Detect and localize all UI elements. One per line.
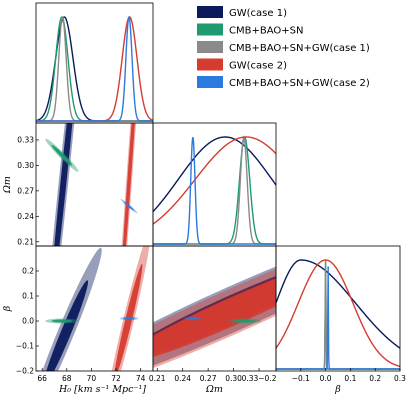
x-tick-label: 70 xyxy=(87,374,97,383)
x-tick-label: 66 xyxy=(37,374,47,383)
y-tick-label: 0.27 xyxy=(17,186,34,195)
marginal-curve-beta xyxy=(276,259,400,370)
marginal-curve-Om xyxy=(153,136,276,245)
x-tick-label: 72 xyxy=(111,374,121,383)
x-tick-label: 0.33−0.2 xyxy=(242,374,277,383)
contour-1sigma xyxy=(187,317,199,320)
marginal-curve-beta xyxy=(276,259,400,349)
x-axis-label-h0: H₀ [km s⁻¹ Mpc⁻¹] xyxy=(58,384,146,395)
contour-1sigma xyxy=(54,123,73,246)
legend-label: GW(case 1) xyxy=(229,8,287,19)
x-tick-label: 68 xyxy=(62,374,72,383)
legend-label: CMB+BAO+SN xyxy=(229,26,303,37)
contour-1sigma xyxy=(51,319,73,323)
panel-frame xyxy=(152,245,277,372)
legend-label: CMB+BAO+SN+GW(case 2) xyxy=(229,78,370,89)
marginal-beta xyxy=(276,259,400,370)
marginal-curve-beta xyxy=(276,266,400,370)
x-axis-label-om: Ωm xyxy=(205,384,223,395)
y-tick-label: −0.1 xyxy=(16,342,34,351)
marginal-curve-Om xyxy=(153,136,276,245)
x-tick-label: 0.2 xyxy=(369,374,381,383)
legend-label: CMB+BAO+SN+GW(case 1) xyxy=(229,43,370,54)
x-tick-label: 0.21 xyxy=(149,374,166,383)
y-tick-label: 0.0 xyxy=(22,317,34,326)
y-tick-label: 0.1 xyxy=(22,292,34,301)
marginal-curve-Om xyxy=(153,136,276,225)
y-tick-label: 0.2 xyxy=(22,267,34,276)
legend-swatch xyxy=(197,23,223,36)
x-tick-label: 0.27 xyxy=(200,374,217,383)
marginal-curve-H0 xyxy=(36,15,153,122)
contour-panel-H0_beta xyxy=(42,246,150,371)
y-axis-label-om: Ωm xyxy=(2,176,13,194)
contour-2sigma xyxy=(121,123,137,246)
contour-1sigma xyxy=(123,317,135,320)
contour-1sigma xyxy=(123,201,135,211)
legend-label: GW(case 2) xyxy=(229,61,287,72)
marginal-curve-Om xyxy=(153,135,276,245)
marginal-curve-beta xyxy=(276,259,400,368)
y-tick-label: 0.24 xyxy=(17,212,34,221)
y-tick-label: 0.30 xyxy=(17,161,34,170)
y-tick-label: 0.33 xyxy=(17,135,34,144)
contour-1sigma xyxy=(51,144,73,166)
legend-swatch xyxy=(197,6,223,18)
contour-1sigma xyxy=(46,280,89,371)
legend-swatch xyxy=(197,76,223,88)
x-tick-label: 0.3 xyxy=(394,374,406,383)
contour-panel-H0_Om xyxy=(45,123,138,246)
legend-swatch xyxy=(197,41,223,53)
y-tick-label: −0.2 xyxy=(16,367,34,376)
x-tick-label: −0.1 xyxy=(292,374,310,383)
contour-1sigma xyxy=(153,278,276,358)
marginal-curve-beta xyxy=(276,259,400,370)
contour-1sigma xyxy=(122,123,135,246)
x-tick-label: 74 xyxy=(136,374,146,383)
contour-1sigma xyxy=(114,264,143,371)
panel-frame xyxy=(152,122,277,247)
contour-panel-Om_beta xyxy=(153,266,276,369)
marginal-Om xyxy=(153,135,276,245)
panel-frame xyxy=(35,122,154,247)
panel-frame xyxy=(275,245,401,372)
marginal-H0 xyxy=(36,15,153,122)
legend-swatch xyxy=(197,58,223,71)
legend: GW(case 1) CMB+BAO+SN CMB+BAO+SN+GW(case 1… xyxy=(197,6,370,89)
y-tick-label: 0.21 xyxy=(17,237,34,246)
x-tick-label: 0.30 xyxy=(225,374,242,383)
contour-1sigma xyxy=(234,319,255,323)
marginal-curve-Om xyxy=(153,136,276,213)
x-axis-label-beta: β xyxy=(334,384,341,395)
y-axis-label-beta: β xyxy=(2,305,13,312)
x-tick-label: 0.24 xyxy=(174,374,191,383)
x-tick-label: 0.0 xyxy=(320,374,332,383)
x-tick-label: 0.1 xyxy=(344,374,356,383)
